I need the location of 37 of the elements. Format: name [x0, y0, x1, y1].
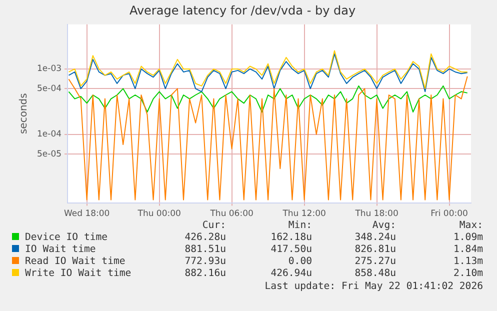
text: Avg: [371, 219, 396, 231]
y-tick-label: 5e-04 [36, 84, 62, 94]
legend-label: Read IO Wait time [24, 255, 126, 267]
text: 275.27u [354, 255, 396, 267]
text: 162.18u [270, 231, 312, 243]
text: 772.93u [184, 255, 226, 267]
chart-title: Average latency for /dev/vda - by day [129, 3, 356, 18]
text: 826.81u [354, 243, 396, 255]
text: 1.09m [452, 231, 483, 243]
x-tick-label: Thu 06:00 [209, 209, 254, 220]
x-tick-label: Wed 18:00 [64, 209, 110, 220]
text: 426.28u [184, 231, 226, 243]
text: Max: [458, 219, 483, 231]
text: 882.16u [184, 267, 226, 279]
legend-label: Device IO time [24, 231, 109, 243]
legend-label: Write IO Wait time [24, 267, 132, 279]
text: 881.51u [184, 243, 226, 255]
x-tick-label: Thu 18:00 [354, 209, 398, 220]
text: 348.24u [354, 231, 396, 243]
text: 2.10m [452, 267, 483, 279]
text: 1.13m [452, 255, 483, 267]
text: 417.50u [270, 243, 312, 255]
y-axis-title: seconds [18, 93, 30, 134]
text: Min: [287, 219, 312, 231]
y-tick-label: 1e-03 [36, 64, 62, 74]
text: Cur: [201, 219, 226, 231]
text: 858.48u [354, 267, 396, 279]
x-tick-label: Fri 00:00 [430, 209, 468, 220]
text: 426.94u [270, 267, 312, 279]
y-tick-label: 5e-05 [36, 149, 62, 160]
text: 0.00 [287, 255, 312, 267]
text: Last update: Fri May 22 01:41:02 2026 [264, 281, 483, 292]
x-tick-label: Thu 00:00 [136, 209, 181, 220]
legend-label: IO Wait time [24, 243, 97, 255]
y-tick-label: 1e-04 [36, 130, 62, 140]
x-tick-label: Thu 12:00 [282, 209, 326, 220]
text: 1.84m [452, 243, 483, 255]
